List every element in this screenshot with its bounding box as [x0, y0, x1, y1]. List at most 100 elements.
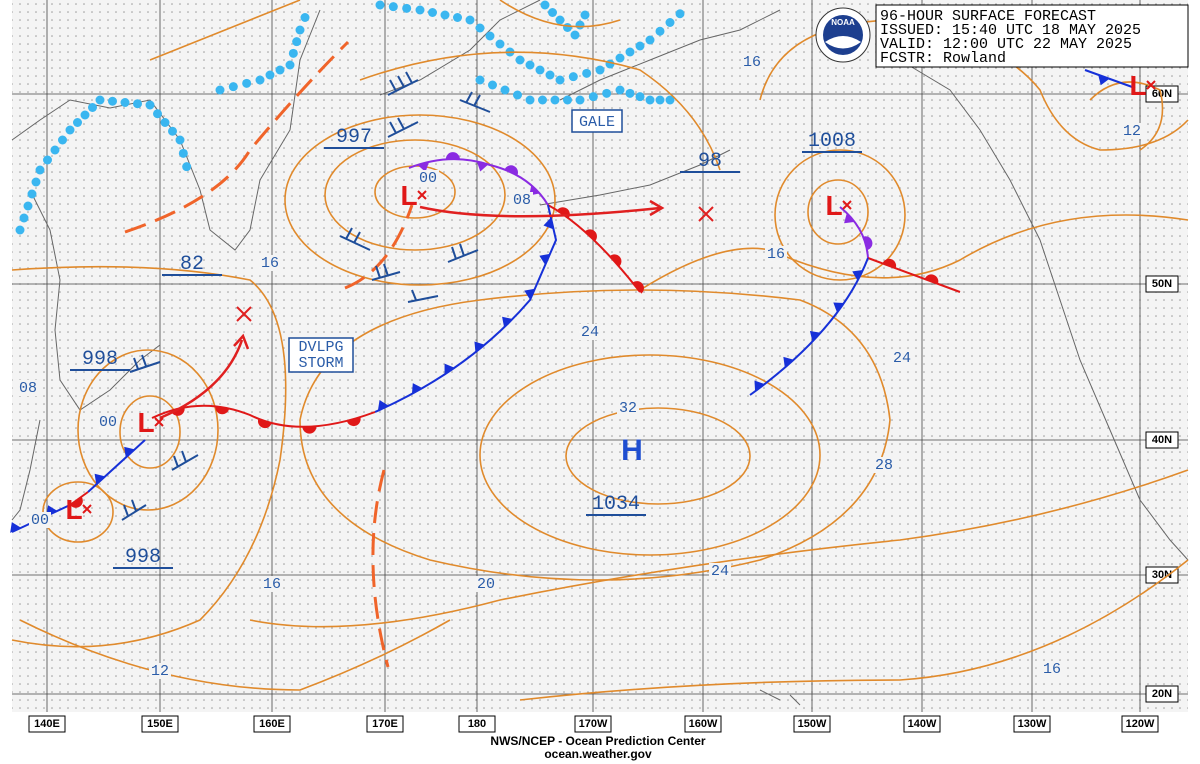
front-symbol: [504, 165, 518, 176]
ice-dot: [50, 145, 60, 155]
lon-label: 150E: [147, 718, 173, 730]
isobar-label: 08: [19, 380, 37, 397]
storm-label: DVLPG: [298, 339, 343, 356]
isobar-label: 16: [263, 576, 281, 593]
header-title: 96-HOUR SURFACE FORECAST: [880, 8, 1096, 25]
front-symbol: [584, 229, 597, 242]
front-triangle: [1098, 74, 1110, 86]
ice-dot: [288, 48, 298, 58]
ice-dot: [645, 35, 655, 45]
isobar-label-bg: [873, 457, 895, 473]
ice-dot: [595, 65, 605, 75]
lon-label: 120W: [1126, 718, 1155, 730]
lat-label-box: [1145, 431, 1179, 449]
ice-dot: [525, 60, 535, 70]
pressure-label: 998: [82, 348, 118, 371]
isobar-label: 00: [99, 414, 117, 431]
footer-website: ocean.weather.gov: [544, 747, 652, 761]
front-symbol: [474, 341, 485, 353]
ice-dot: [548, 8, 557, 17]
isobar-label: 00: [419, 170, 437, 187]
front-triangle: [539, 253, 550, 265]
front-symbol: [924, 274, 939, 284]
labels: 997 1008 98 82 998 998 1034 16 12 16 00 08 16 24 24 32 2…: [17, 54, 1156, 680]
front-symbol: [476, 161, 489, 172]
lon-label-box: [253, 715, 291, 733]
isobar-label: 16: [767, 246, 785, 263]
low-center: L: [825, 190, 842, 221]
ice-dot: [27, 189, 37, 199]
front-symbol: [754, 380, 765, 392]
ice-dot: [513, 90, 522, 100]
lon-label: 170W: [579, 718, 608, 730]
pressure-label: 82: [180, 253, 204, 276]
isobar-label-bg: [617, 400, 639, 416]
isobar-label-bg: [511, 192, 533, 208]
front-triangle: [543, 217, 554, 230]
ice-dot: [295, 25, 305, 35]
ice-dot: [153, 109, 162, 119]
front-triangle: [377, 400, 389, 411]
ice-dot: [35, 165, 45, 175]
front-semicircle: [215, 406, 230, 415]
front-symbol: [632, 281, 644, 294]
header-forecaster: FCSTR: Rowland: [880, 50, 1006, 67]
ice-dot: [255, 75, 265, 85]
lon-label: 180: [468, 718, 486, 730]
front-semicircle: [257, 418, 272, 429]
lat-label: 20N: [1152, 688, 1172, 700]
low-center-x: [417, 190, 427, 200]
front-symbol: [539, 253, 550, 265]
occl-front: [839, 206, 869, 259]
ice-dot: [538, 95, 547, 105]
ice-dot: [19, 213, 29, 223]
ice-dot: [265, 70, 275, 80]
pressure-label: 1034: [592, 493, 640, 516]
ice-dot: [525, 95, 535, 105]
front-symbol: [809, 331, 821, 342]
front-symbol: [783, 356, 794, 368]
lon-label-box: [793, 715, 831, 733]
lon-label-box: [366, 715, 404, 733]
warm-front: [547, 204, 641, 293]
ice-dot: [515, 55, 525, 65]
ice-dot: [15, 225, 25, 235]
front-symbol: [94, 473, 106, 485]
ice-dot: [145, 100, 155, 110]
ice-dot: [555, 75, 565, 85]
ice-dot: [605, 59, 615, 69]
ice-dot: [615, 85, 625, 95]
ice-dot: [563, 23, 572, 32]
ice-dot: [602, 88, 612, 98]
ice-dot: [292, 37, 302, 47]
ice-dot: [80, 110, 90, 120]
pressure-label: 1008: [808, 130, 856, 153]
low-center-x: [154, 417, 164, 427]
ice-dot: [645, 95, 655, 105]
ice-dot: [665, 18, 675, 27]
front-symbol: [833, 302, 845, 313]
lat-label: 30N: [1152, 569, 1172, 581]
isobar-label-bg: [417, 170, 439, 186]
front-triangle: [444, 363, 455, 375]
isobar-label-bg: [741, 54, 763, 70]
low-center: L: [1129, 70, 1146, 101]
isobar-label-bg: [1041, 661, 1063, 677]
isobar-label: 16: [1043, 661, 1061, 678]
ice-dot: [43, 155, 52, 165]
ice-dot: [182, 162, 192, 172]
isobar-label-bg: [17, 380, 39, 396]
low-center: L: [65, 494, 82, 525]
low-center: L: [137, 407, 154, 438]
front-triangle: [476, 161, 489, 172]
front-symbol: [417, 161, 430, 173]
lon-label: 160W: [689, 718, 718, 730]
ice-dot: [88, 103, 97, 112]
lat-label-box: [1145, 566, 1179, 584]
ice-dot: [635, 92, 645, 102]
lon-label: 140E: [34, 718, 60, 730]
logo-text: NOAA: [831, 18, 855, 27]
isobar-label: 08: [513, 192, 531, 209]
front-symbol: [411, 383, 423, 394]
